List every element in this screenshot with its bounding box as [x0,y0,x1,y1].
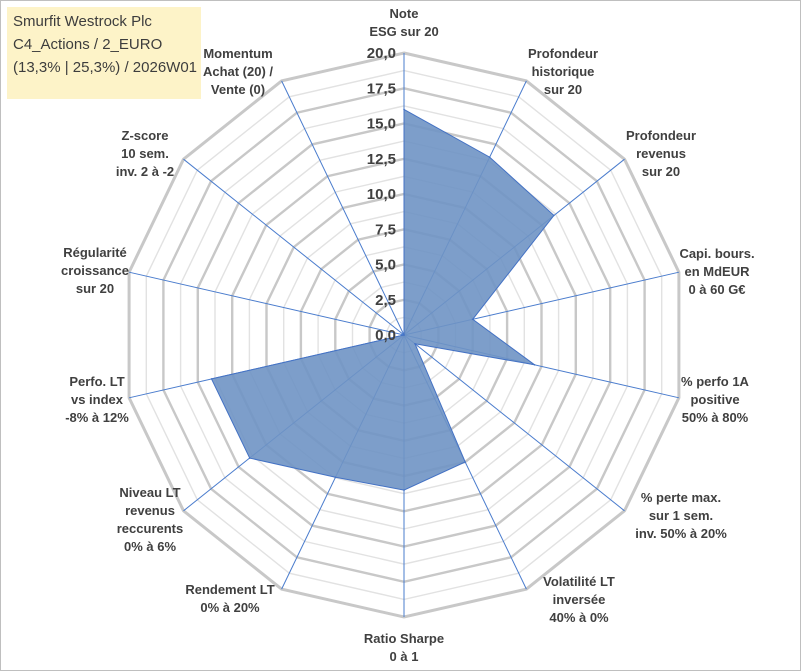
axis-label: 40% à 0% [549,610,609,625]
title-line-1: Smurfit Westrock Plc [13,13,152,30]
tick-label: 12,5 [367,151,396,168]
axis-label: 50% à 80% [682,410,749,425]
tick-label: 10,0 [367,186,396,203]
data-point [403,489,405,491]
title-line-3: (13,3% | 25,3%) / 2026W01 [13,59,197,76]
data-point [248,457,251,459]
axis-label: Profondeur [528,46,598,61]
axis-spoke [128,271,405,336]
axis-label: inv. 2 à -2 [116,164,174,179]
axis-label: sur 1 sem. [649,508,713,523]
axis-label: Régularité [63,245,127,260]
axis-label: sur 20 [76,281,114,296]
axis-spoke [403,334,625,512]
axis-label: Volatilité LT [543,574,615,589]
axis-label: Rendement LT [185,582,274,597]
axis-label: Momentum [203,46,272,61]
axis-label: % perte max. [641,490,721,505]
axis-label: vs index [71,392,124,407]
axis-label: positive [690,392,739,407]
axis-label: sur 20 [642,164,680,179]
axis-label: Capi. bours. [679,246,754,261]
tick-label: 2,5 [375,292,396,309]
tick-label: 7,5 [375,221,396,238]
axis-label: -8% à 12% [65,410,129,425]
axis-label: % perfo 1A [681,374,750,389]
axis-label: en MdEUR [685,264,751,279]
axis-label: 10 sem. [121,146,169,161]
data-point [488,156,491,158]
axis-label-layer: Note ESG sur 20 Profondeur historique sur 20… [61,6,755,664]
tick-layer: 0,0 2,5 5,0 7,5 10,0 12,5 15,0 17,5 20,0 [367,45,396,344]
chart-title-box: Smurfit Westrock Plc C4_Actions / 2_EURO… [7,7,201,99]
axis-label: Z-score [122,128,169,143]
axis-label: ESG sur 20 [369,24,438,39]
axis-spoke [281,80,405,336]
data-point [403,108,405,111]
axis-spoke [183,158,405,336]
axis-label: Perfo. LT [69,374,124,389]
axis-label: sur 20 [544,82,582,97]
title-line-2: C4_Actions / 2_EURO [13,36,163,53]
data-point [553,214,555,217]
axis-label: Achat (20) / [203,64,273,79]
data-point [414,343,416,345]
tick-label: 17,5 [367,80,396,97]
series-layer [210,108,555,491]
data-point [464,461,467,463]
axis-label: 0% à 6% [124,539,176,554]
axis-label: croissance [61,263,129,278]
data-point [471,318,474,321]
axis-label: inv. 50% à 20% [635,526,727,541]
axis-label: Vente (0) [211,82,265,97]
data-point [334,476,337,479]
data-point [533,364,536,366]
axis-label: 0 à 60 G€ [688,282,745,297]
axis-label: historique [532,64,595,79]
tick-label: 0,0 [375,327,396,344]
axis-label: Profondeur [626,128,696,143]
axis-label: Ratio Sharpe [364,631,444,646]
data-point [210,378,213,380]
axis-label: Note [390,6,419,21]
axis-label: reccurents [117,521,183,536]
tick-label: 20,0 [367,45,396,62]
axis-label: revenus [636,146,686,161]
tick-label: 5,0 [375,257,396,274]
data-point [403,334,405,336]
tick-label: 15,0 [367,116,396,133]
axis-label: 0% à 20% [200,600,260,615]
axis-label: inversée [553,592,606,607]
axis-label: 0 à 1 [390,649,419,664]
axis-label: revenus [125,503,175,518]
axis-label: Niveau LT [119,485,180,500]
